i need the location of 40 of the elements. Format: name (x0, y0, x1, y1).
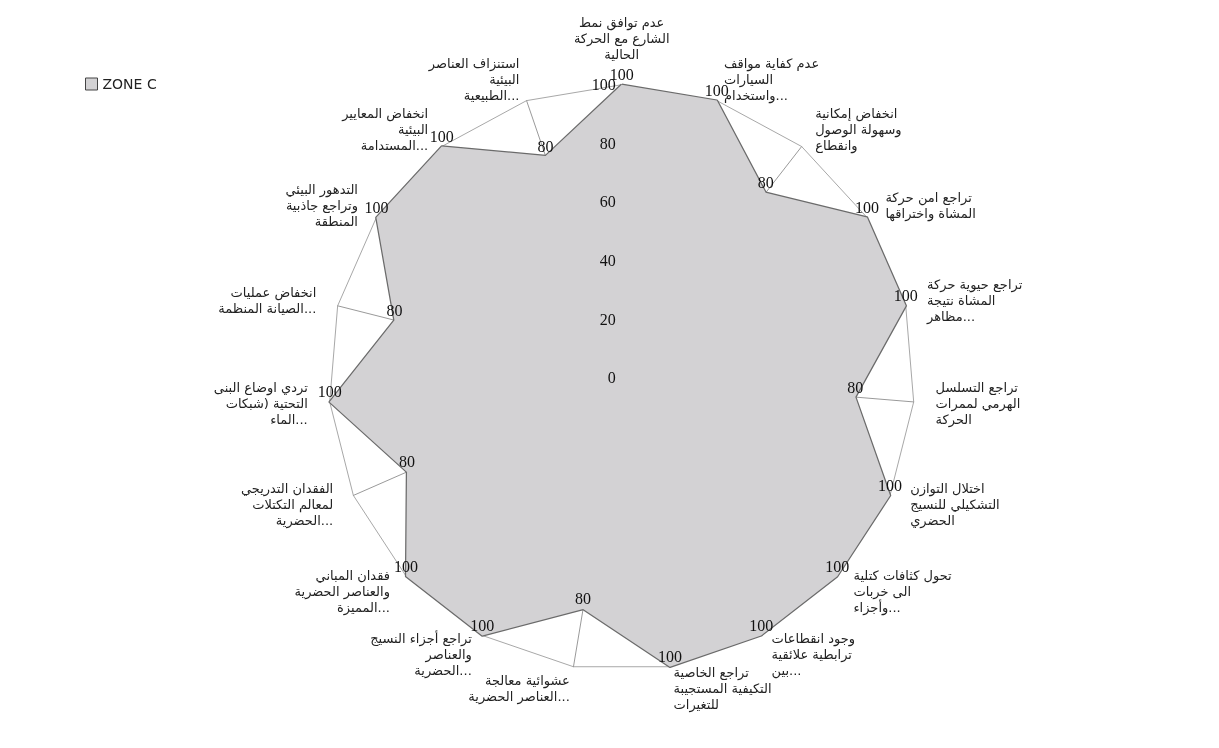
data-label: 100 (854, 198, 879, 216)
spoke-label: تراجع امن حركة المشاة واختراقها (885, 189, 976, 222)
data-label: 100 (317, 383, 342, 401)
data-label: 80 (757, 174, 774, 192)
data-label: 100 (429, 128, 454, 146)
spoke-label: تردي اوضاع البنى التحتية (شبكات الماء... (213, 380, 309, 428)
y-tick-label: 0 (607, 369, 616, 387)
data-label: 100 (470, 616, 495, 634)
spoke-label: الفقدان التدريجي لمعالم التكتلات الحضرية... (240, 480, 334, 529)
data-label: 80 (847, 378, 864, 396)
spoke-label: التدهور البيئي وتراجع جاذبية المنطقة (285, 181, 358, 229)
data-label: 100 (364, 198, 389, 216)
y-tick-label: 20 (599, 310, 616, 328)
spoke-label: تحول كثافات كتلية الى خربات وأجزاء... (853, 567, 953, 616)
spoke-label: تراجع التسلسل الهرمي لممرات الحركة (935, 380, 1021, 429)
spoke-label: انخفاض عمليات الصيانة المنظمة... (218, 284, 317, 316)
data-label: 100 (893, 287, 918, 305)
data-label: 80 (575, 590, 592, 608)
y-tick-label: 80 (599, 134, 616, 152)
data-label: 80 (386, 301, 403, 319)
data-label: 100 (878, 476, 903, 494)
data-label: 100 (657, 648, 682, 666)
spoke-label: عدم توافق نمط الشارع مع الحركة الحالية (573, 15, 670, 63)
spoke-label: تراجع حيوية حركة المشاة نتيجة مظاهر... (926, 276, 1023, 325)
spoke-label: استنزاف العناصر البيئية الطبيعية... (427, 56, 520, 104)
data-label: 100 (749, 616, 774, 634)
spoke-label: وجود انقطاعات ترابطية علائقية بين... (771, 631, 855, 680)
data-label: 80 (537, 137, 554, 155)
y-tick-label: 60 (599, 193, 616, 211)
data-label: 100 (394, 557, 419, 575)
spoke-label: فقدان المباني والعناصر الحضرية المميزة... (294, 567, 390, 616)
spoke-label: انخفاض المعايير البيئية المستدامة... (341, 105, 429, 153)
y-tick-label: 40 (599, 252, 616, 270)
data-label: 100 (825, 557, 850, 575)
spoke-label: انخفاض إمكانية وسهولة الوصول وانقطاع (815, 105, 902, 154)
spoke-label: تراجع أجزاء النسيج والعناصر الحضرية... (370, 630, 473, 680)
spoke-label: اختلال التوازن التشكيلي للنسيج الحضري (910, 480, 1000, 529)
spoke-label: تراجع الخاصية التكيفية المستجيبة للتغيرات (673, 664, 772, 713)
legend-label: ZONE C (102, 76, 157, 92)
data-label: 80 (399, 453, 416, 471)
